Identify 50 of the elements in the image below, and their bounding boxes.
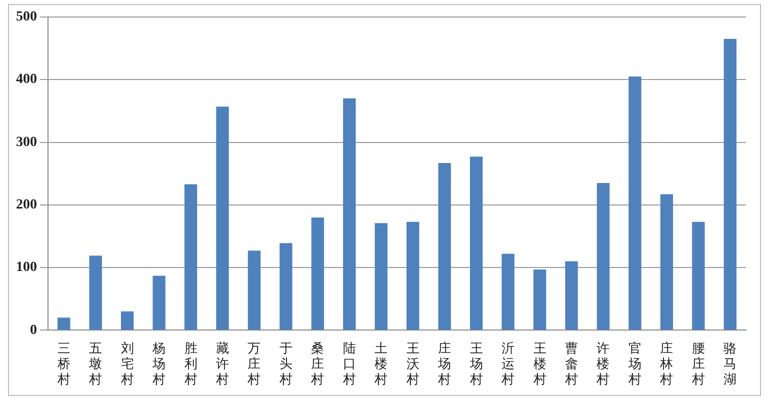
bar: [311, 217, 324, 330]
x-tick-label: 胜利村: [183, 341, 198, 388]
bar: [438, 162, 451, 330]
x-tick-label: 许楼村: [596, 341, 610, 388]
y-tick-label: 200: [16, 198, 37, 213]
bar: [470, 156, 483, 330]
bar: [120, 311, 134, 330]
bar: [660, 194, 674, 330]
bar: [406, 222, 420, 330]
bar: [280, 243, 292, 330]
bar: [343, 98, 356, 330]
bar: [533, 269, 546, 330]
x-tick-label: 沂运村: [500, 341, 515, 388]
x-tick-label: 腰庄村: [690, 341, 705, 388]
x-tick-label: 万庄村: [246, 341, 261, 388]
y-tick-label: 300: [16, 134, 37, 150]
y-tick-label: 500: [16, 10, 37, 25]
y-tick-label: 100: [16, 260, 37, 276]
bar: [596, 182, 610, 330]
bar: [628, 76, 642, 330]
x-tick-label: 王楼村: [532, 341, 546, 388]
x-tick-label: 藏许村: [215, 341, 229, 388]
bar: [565, 261, 578, 330]
bar: [692, 222, 705, 330]
x-tick-label: 官场村: [627, 340, 642, 388]
x-tick-label: 杨场村: [152, 341, 166, 388]
y-tick-label: 0: [30, 322, 37, 338]
x-tick-label: 王沃村: [405, 341, 420, 388]
bar: [724, 38, 736, 330]
x-tick-label: 三桥村: [56, 341, 70, 388]
x-tick-label: 王场村: [468, 341, 483, 388]
bar: [184, 184, 198, 330]
x-tick-label: 刘宅村: [120, 341, 134, 388]
bar: [216, 106, 229, 330]
bar: [152, 276, 166, 330]
bar: [58, 318, 70, 330]
x-tick-label: 五墩村: [88, 341, 102, 388]
x-tick-label: 桑庄村: [310, 341, 324, 388]
bar: [89, 256, 102, 330]
y-tick-label: 400: [16, 72, 37, 88]
x-tick-label: 曹畲村: [564, 341, 578, 388]
x-tick-label: 骆马湖: [724, 341, 737, 388]
bar: [374, 223, 388, 330]
bar: [502, 254, 514, 330]
x-tick-label: 陆口村: [342, 341, 356, 388]
bar: [248, 250, 261, 330]
x-tick-label: 土楼村: [374, 341, 388, 388]
x-tick-label: 庄林村: [659, 341, 674, 388]
x-tick-label: 庄场村: [437, 341, 452, 388]
x-tick-label: 于头村: [278, 341, 292, 388]
